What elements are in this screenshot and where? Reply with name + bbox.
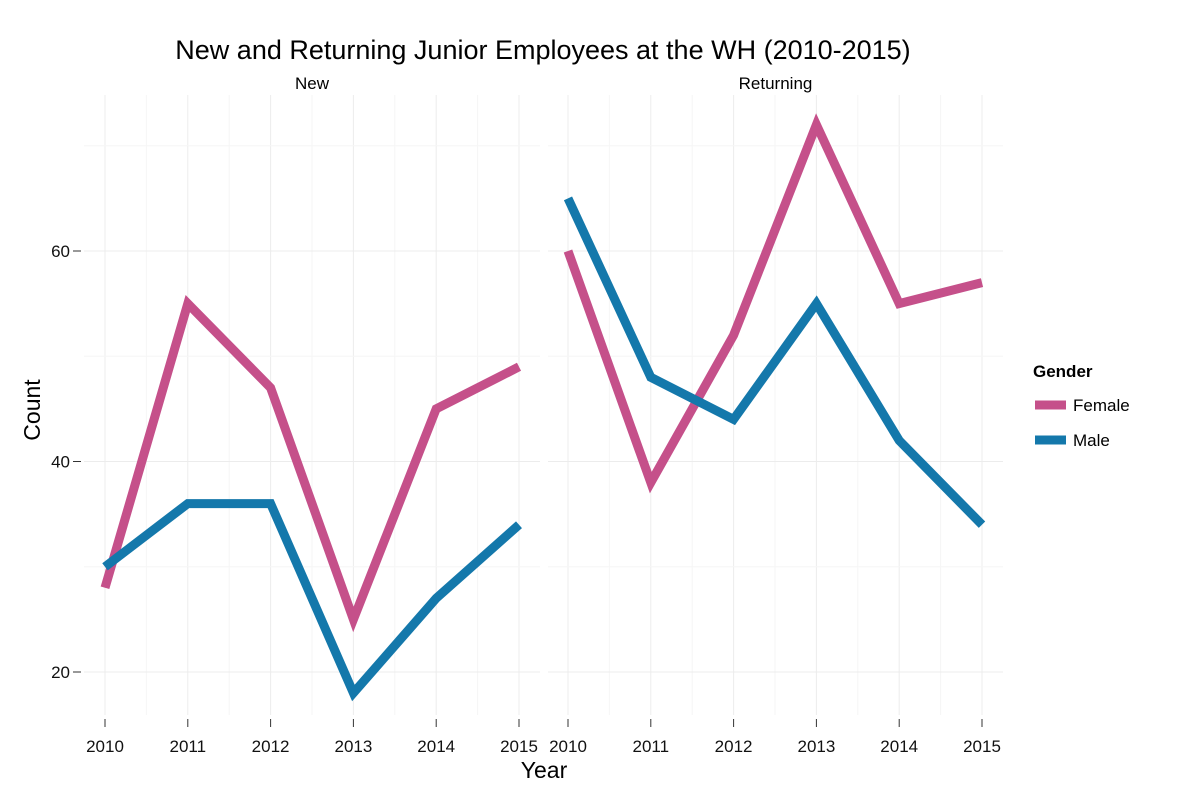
x-tick-label: 2013: [334, 737, 372, 756]
facet-label: New: [295, 74, 330, 93]
legend-title: Gender: [1033, 362, 1093, 381]
series-line-male-new: [102, 499, 522, 702]
x-axis-title: Year: [521, 757, 568, 783]
legend-items: Female Male: [1035, 396, 1130, 450]
y-tick-label: 40: [51, 453, 70, 472]
x-tick-label: 2010: [86, 737, 124, 756]
x-tick-label: 2014: [417, 737, 455, 756]
x-tick-label: 2014: [880, 737, 918, 756]
series-line-female-returning: [563, 113, 984, 494]
x-tick-label: 2013: [797, 737, 835, 756]
y-axis-title: Count: [19, 379, 45, 441]
axes-layer: New 2010 2011 2012 2013 2014 2015 Returning 2010…: [51, 74, 1001, 756]
legend-label-male: Male: [1073, 431, 1110, 450]
x-tick-label: 2011: [170, 737, 207, 756]
x-tick-label: 2015: [963, 737, 1001, 756]
grid-layer: [84, 95, 1003, 715]
series-line-female-new: [100, 294, 522, 633]
legend-label-female: Female: [1073, 396, 1130, 415]
x-tick-label: 2012: [252, 737, 290, 756]
legend: Gender Female Male: [1033, 362, 1130, 450]
x-tick-label: 2015: [500, 737, 538, 756]
chart-title: New and Returning Junior Employees at th…: [175, 35, 910, 65]
series-line-male-returning: [563, 196, 986, 528]
facet-label: Returning: [739, 74, 813, 93]
lines-layer: [100, 113, 986, 702]
x-tick-label: 2010: [549, 737, 587, 756]
y-tick-label: 60: [51, 242, 70, 261]
y-tick-label: 20: [51, 663, 70, 682]
x-tick-label: 2011: [633, 737, 670, 756]
x-tick-label: 2012: [715, 737, 753, 756]
